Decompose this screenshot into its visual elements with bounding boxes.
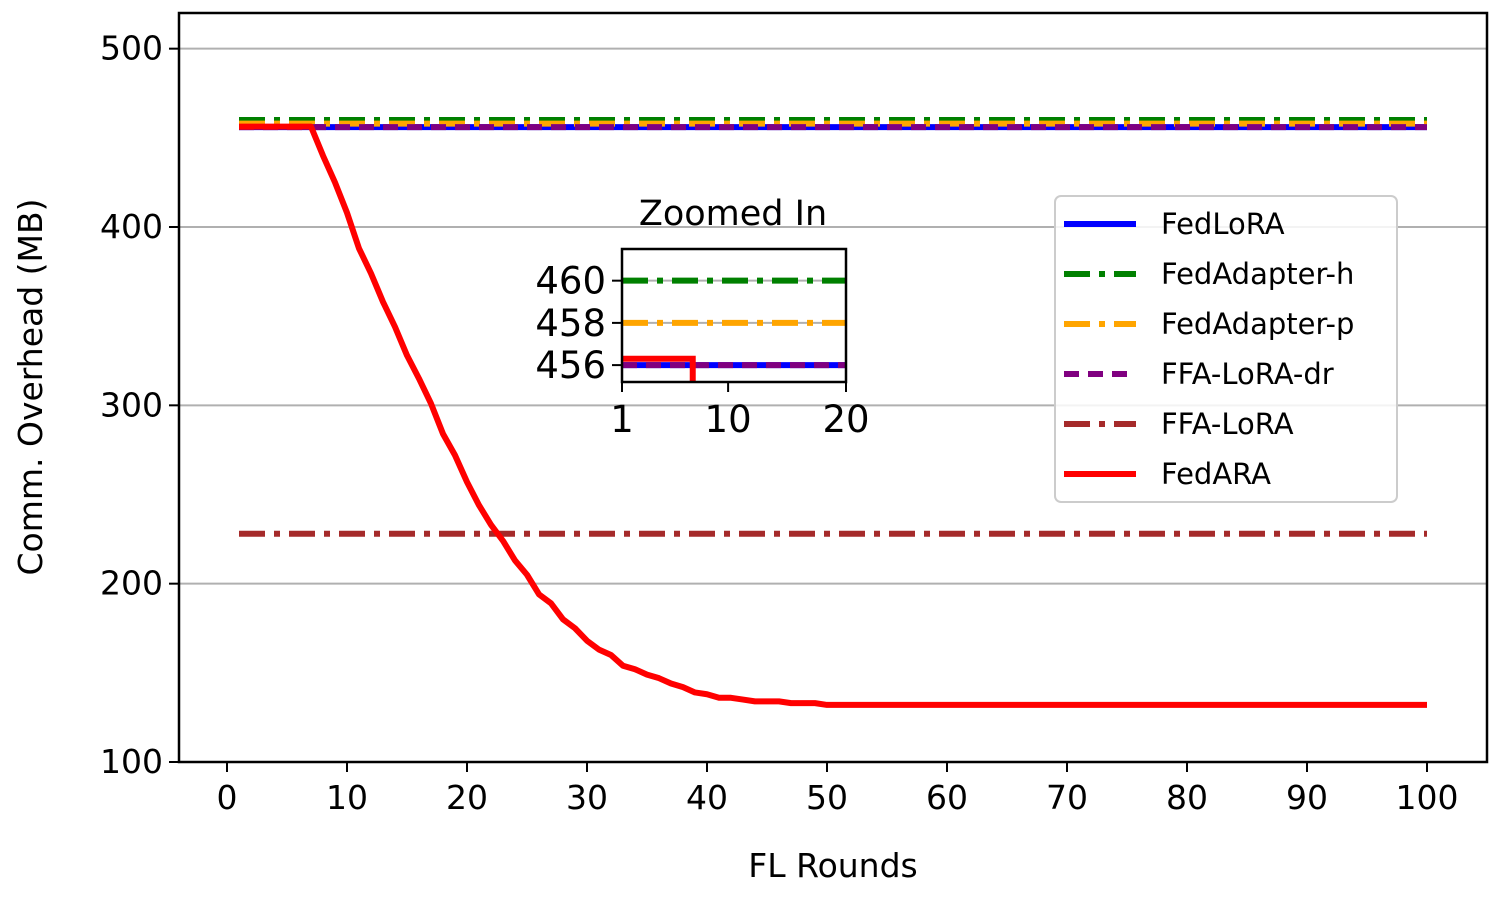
- inset-x-tick-label: 1: [610, 398, 634, 441]
- y-tick-label: 500: [100, 29, 163, 68]
- main-series: [239, 117, 1427, 708]
- inset-x-tick-label: 10: [705, 398, 752, 441]
- legend: FedLoRA FedAdapter-h FedAdapter-p FFA-LoRA-…: [1054, 195, 1398, 503]
- legend-label-fedara: FedARA: [1161, 457, 1271, 491]
- x-tick-label: 0: [217, 778, 238, 817]
- inset-title: Zoomed In: [639, 194, 827, 234]
- y-tick-label: 100: [100, 742, 163, 781]
- inset-y-tick-label: 456: [535, 344, 606, 387]
- y-tick-label: 300: [100, 385, 163, 424]
- x-tick-label: 80: [1166, 778, 1208, 817]
- main-ticks: 100 200 300 400 500 0 10 20 30 40 50 60 70 80 90 100: [100, 29, 1459, 817]
- inset-y-tick-label: 460: [535, 260, 606, 303]
- x-tick-label: 30: [566, 778, 608, 817]
- legend-label-fedlora: FedLoRA: [1161, 207, 1285, 241]
- x-tick-label: 10: [326, 778, 368, 817]
- y-tick-label: 400: [100, 207, 163, 246]
- y-axis-label: Comm. Overhead (MB): [11, 198, 50, 575]
- main-plot-frame: [177, 11, 1489, 764]
- inset-frame: [620, 247, 848, 384]
- inset-series: [622, 277, 846, 382]
- x-tick-label: 90: [1286, 778, 1328, 817]
- legend-label-fedadapter-p: FedAdapter-p: [1161, 307, 1354, 341]
- x-axis-label: FL Rounds: [748, 846, 917, 885]
- legend-label-ffa-lora: FFA-LoRA: [1161, 407, 1294, 441]
- x-tick-label: 70: [1046, 778, 1088, 817]
- legend-label-fedadapter-h: FedAdapter-h: [1161, 257, 1354, 291]
- inset-x-tick-label: 20: [822, 398, 869, 441]
- y-tick-label: 200: [100, 564, 163, 603]
- series-line-fedara: [239, 123, 1427, 708]
- inset-y-tick-label: 458: [535, 302, 606, 345]
- x-tick-label: 60: [926, 778, 968, 817]
- x-tick-label: 40: [686, 778, 728, 817]
- inset-background: [622, 249, 846, 382]
- x-tick-label: 50: [806, 778, 848, 817]
- inset-series-line-fedara: [622, 355, 696, 382]
- x-tick-label: 100: [1396, 778, 1459, 817]
- legend-label-ffa-lora-dr: FFA-LoRA-dr: [1161, 357, 1334, 391]
- x-tick-label: 20: [446, 778, 488, 817]
- legend-box: [1054, 195, 1398, 503]
